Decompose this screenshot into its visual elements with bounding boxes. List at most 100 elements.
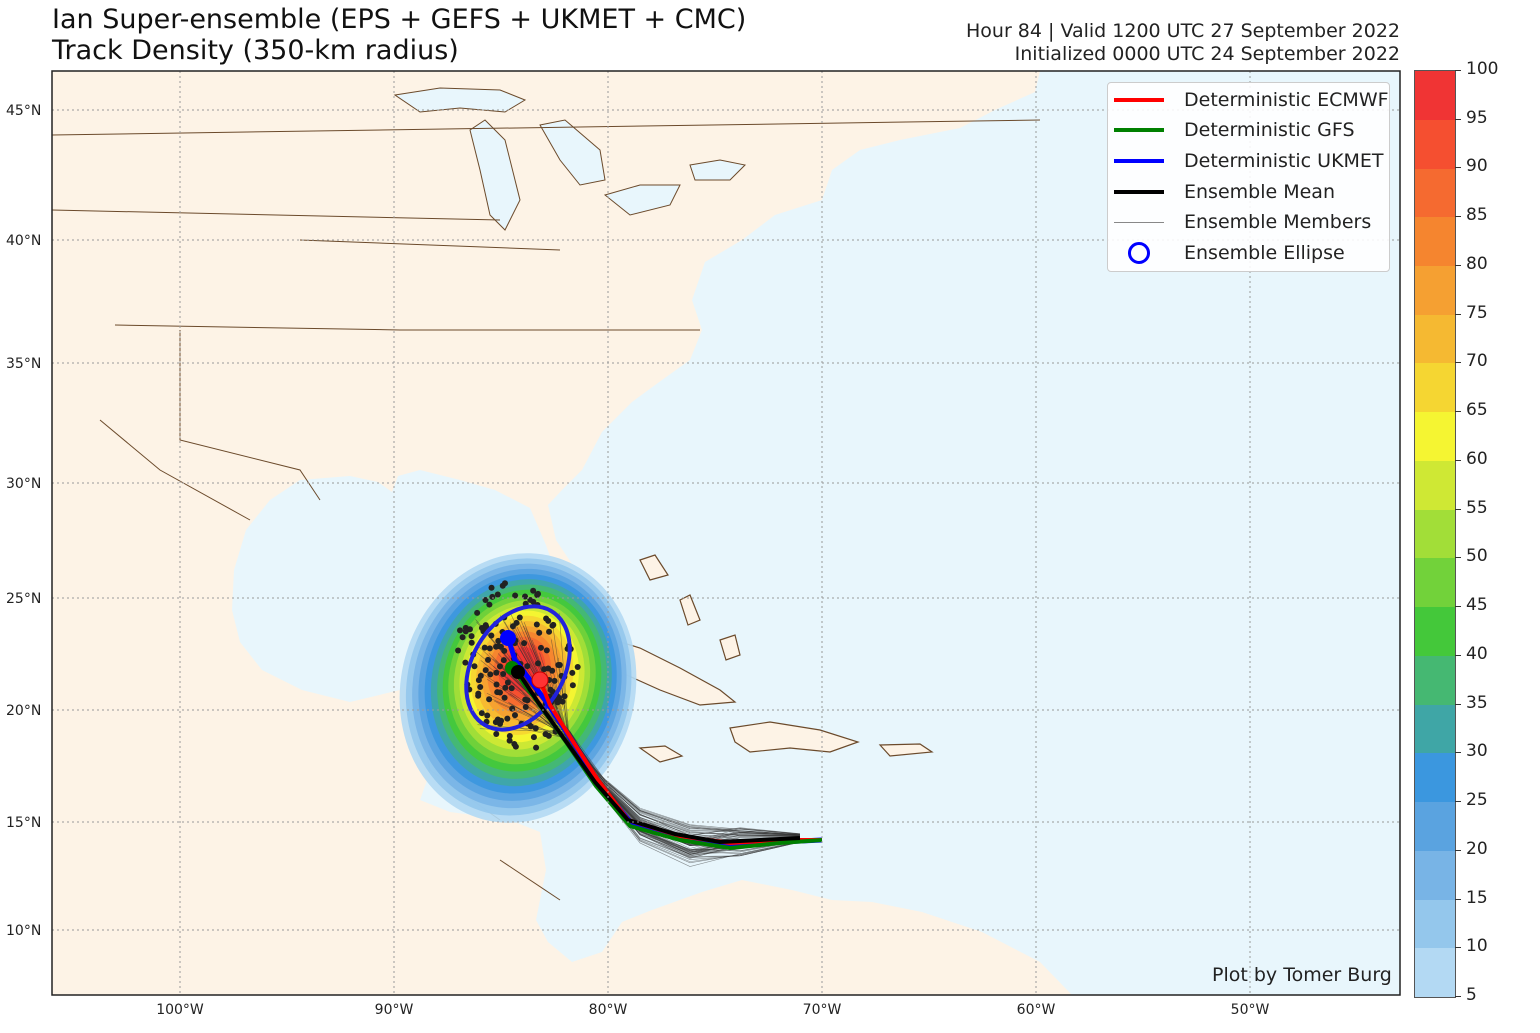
- borders: [52, 119, 1041, 901]
- colorbar-tick-mark: [1455, 411, 1461, 413]
- ensemble-member-position: [502, 684, 509, 691]
- init-time: Initialized 0000 UTC 24 September 2022: [1014, 43, 1400, 65]
- ensemble-member-position: [561, 693, 568, 700]
- track-ensemble-mean: [516, 670, 801, 845]
- colorbar-tick-mark: [1455, 508, 1461, 510]
- ensemble-member-position: [546, 628, 553, 635]
- ensemble-member-position: [486, 696, 493, 703]
- ensemble-member-position: [462, 659, 469, 666]
- lon-label: 60°W: [1017, 1002, 1056, 1018]
- legend-label: Deterministic UKMET: [1184, 150, 1384, 172]
- colorbar-tick-label: 60: [1466, 448, 1488, 469]
- colorbar-tick-label: 40: [1466, 643, 1488, 664]
- lat-label: 30°N: [6, 476, 41, 492]
- legend-label: Ensemble Mean: [1184, 181, 1335, 203]
- line-swatch-icon: [1114, 159, 1164, 163]
- ensemble-member-position: [543, 615, 550, 622]
- colorbar-bin: [1415, 802, 1455, 851]
- colorbar-tick-label: 10: [1466, 936, 1488, 957]
- ensemble-member-position: [485, 656, 492, 663]
- ensemble-member-position: [534, 591, 541, 598]
- colorbar-tick-label: 65: [1466, 400, 1488, 421]
- puerto-rico: [878, 743, 934, 757]
- colorbar-bin: [1415, 71, 1455, 120]
- colorbar-bin: [1415, 363, 1455, 413]
- colorbar-tick-label: 50: [1466, 546, 1488, 567]
- colorbar-tick-label: 75: [1466, 302, 1488, 323]
- lat-label: 10°N: [6, 923, 41, 939]
- title-line-1: Ian Super-ensemble (EPS + GEFS + UKMET +…: [52, 4, 747, 35]
- legend-item-mean: Ensemble Mean: [1108, 177, 1335, 207]
- colorbar-tick-label: 85: [1466, 205, 1488, 226]
- colorbar-bin: [1415, 217, 1455, 266]
- ensemble-member-position: [477, 684, 484, 691]
- ensemble-member-position: [486, 601, 493, 608]
- colorbar-tick-label: 15: [1466, 887, 1488, 908]
- legend-item-ellipse: Ensemble Ellipse: [1108, 238, 1345, 268]
- ensemble-member-position: [522, 696, 529, 703]
- ensemble-member-position: [496, 689, 503, 696]
- ensemble-member-position: [500, 671, 507, 678]
- colorbar-tick-mark: [1455, 313, 1461, 315]
- ensemble-member-position: [530, 734, 537, 741]
- colorbar-tick-mark: [1455, 654, 1461, 656]
- ensemble-member-position: [455, 647, 462, 654]
- colorbar-tick-mark: [1455, 801, 1461, 803]
- ensemble-member-position: [551, 677, 558, 684]
- lat-labels: 45°N 40°N 35°N 30°N 25°N 20°N 15°N 10°N: [6, 103, 41, 939]
- line-swatch-icon: [1114, 190, 1164, 194]
- colorbar-tick-mark: [1455, 606, 1461, 608]
- ensemble-member-position: [468, 639, 475, 646]
- lat-label: 45°N: [6, 103, 41, 119]
- lon-label: 90°W: [375, 1002, 414, 1018]
- colorbar-tick-label: 55: [1466, 497, 1488, 518]
- ensemble-member-position: [475, 692, 482, 699]
- colorbar-tick-mark: [1455, 849, 1461, 851]
- great-lakes: [393, 87, 747, 231]
- ensemble-member-position: [541, 666, 548, 673]
- legend: Deterministic ECMWF Deterministic GFS De…: [1107, 82, 1390, 272]
- legend-item-gfs: Deterministic GFS: [1108, 115, 1355, 145]
- ensemble-member-position: [474, 609, 481, 616]
- ensemble-member-position: [512, 743, 519, 750]
- colorbar-tick-label: 20: [1466, 838, 1488, 859]
- ensemble-member-position: [471, 663, 478, 670]
- colorbar-tick-label: 25: [1466, 790, 1488, 811]
- colorbar-bin: [1415, 460, 1455, 510]
- ensemble-member-position: [457, 627, 464, 634]
- ensemble-member-position: [530, 587, 537, 594]
- colorbar-bin: [1415, 314, 1455, 364]
- ensemble-member-position: [486, 645, 493, 652]
- colorbar-tick-mark: [1455, 216, 1461, 218]
- ecmwf-position: [531, 671, 549, 689]
- colorbar-bin: [1415, 753, 1455, 803]
- bahamas: [639, 554, 669, 581]
- lon-label: 70°W: [803, 1002, 842, 1018]
- lon-labels: 100°W 90°W 80°W 70°W 60°W 50°W: [156, 1002, 1269, 1018]
- colorbar-tick-mark: [1455, 898, 1461, 900]
- ensemble-member-position: [501, 647, 508, 654]
- ensemble-member-position: [555, 662, 562, 669]
- ensemble-member-position: [533, 744, 540, 751]
- ensemble-member-position: [482, 667, 489, 674]
- colorbar-tick-label: 90: [1466, 156, 1488, 177]
- colorbar-bin: [1415, 607, 1455, 656]
- colorbar-tick-mark: [1455, 557, 1461, 559]
- lat-label: 15°N: [6, 815, 41, 831]
- colorbar-tick-label: 30: [1466, 741, 1488, 762]
- colorbar-bin: [1415, 412, 1455, 461]
- jamaica: [638, 745, 684, 763]
- lon-label: 100°W: [156, 1002, 204, 1018]
- ensemble-member-position: [569, 682, 576, 689]
- ensemble-member-position: [512, 592, 519, 599]
- ensemble-member-position: [509, 705, 516, 712]
- colorbar-bin: [1415, 558, 1455, 608]
- colorbar-tick-label: 45: [1466, 595, 1488, 616]
- lat-label: 25°N: [6, 591, 41, 607]
- ensemble-member-position: [509, 623, 516, 630]
- lon-label: 80°W: [589, 1002, 628, 1018]
- ensemble-member-position: [516, 614, 523, 621]
- ensemble-member-position: [477, 672, 484, 679]
- ensemble-member-position: [556, 694, 563, 701]
